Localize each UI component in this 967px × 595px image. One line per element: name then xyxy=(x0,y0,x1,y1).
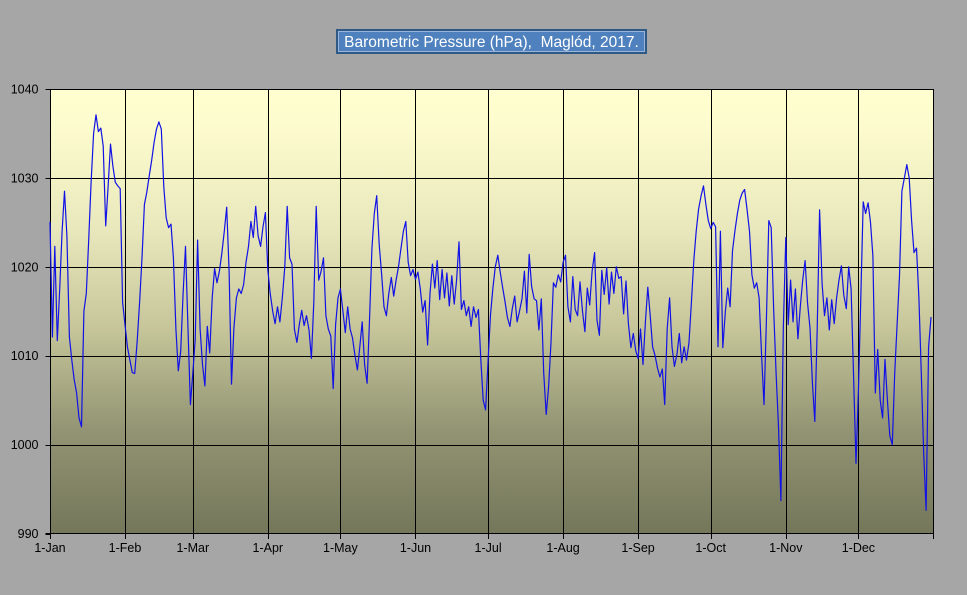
svg-text:1-Jan: 1-Jan xyxy=(34,541,65,555)
svg-text:990: 990 xyxy=(18,527,39,541)
svg-text:1-Dec: 1-Dec xyxy=(842,541,875,555)
svg-text:1-Oct: 1-Oct xyxy=(695,541,726,555)
svg-text:1-Jun: 1-Jun xyxy=(400,541,431,555)
svg-text:1-Feb: 1-Feb xyxy=(109,541,142,555)
svg-text:1-Nov: 1-Nov xyxy=(769,541,803,555)
svg-text:1-May: 1-May xyxy=(323,541,358,555)
svg-text:1000: 1000 xyxy=(11,438,39,452)
svg-text:1-Apr: 1-Apr xyxy=(253,541,284,555)
svg-text:1-Aug: 1-Aug xyxy=(546,541,579,555)
svg-text:1-Jul: 1-Jul xyxy=(475,541,502,555)
svg-text:1030: 1030 xyxy=(11,171,39,185)
svg-text:1-Sep: 1-Sep xyxy=(621,541,654,555)
svg-text:1-Mar: 1-Mar xyxy=(176,541,209,555)
svg-text:1020: 1020 xyxy=(11,260,39,274)
svg-text:1040: 1040 xyxy=(11,83,39,97)
svg-text:1010: 1010 xyxy=(11,349,39,363)
